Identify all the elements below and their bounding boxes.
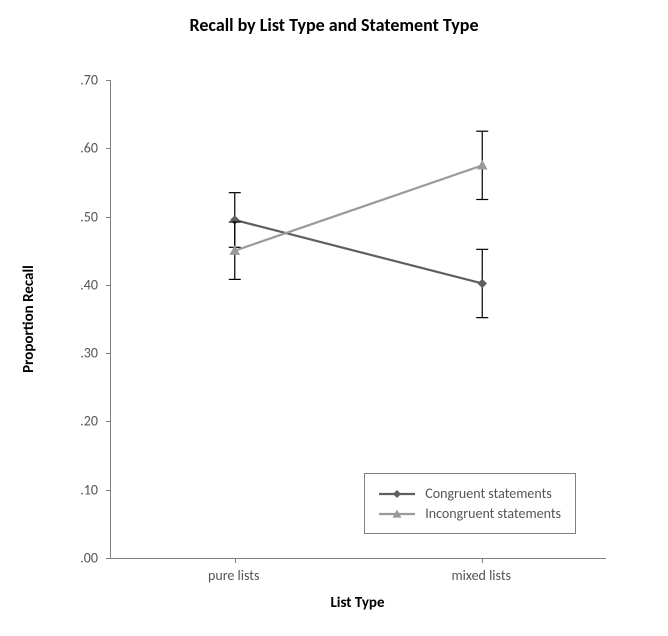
y-tick-label: .20 [80,413,98,430]
y-tick-label: .00 [80,550,98,567]
y-tick-label: .70 [80,72,98,89]
triangle-icon [379,507,415,521]
diamond-icon [379,487,415,501]
legend-label: Congruent statements [425,485,552,502]
y-tick-mark [106,285,111,286]
plot-area: Congruent statements Incongruent statemen… [110,80,606,559]
x-tick-label: pure lists [208,567,259,584]
y-tick-label: .50 [80,208,98,225]
y-tick-label: .30 [80,345,98,362]
y-tick-mark [106,353,111,354]
chart-title: Recall by List Type and Statement Type [0,14,668,36]
x-axis-title: List Type [110,594,605,612]
y-tick-label: .60 [80,140,98,157]
legend-box: Congruent statements Incongruent statemen… [364,473,576,534]
legend-entry: Congruent statements [379,485,561,502]
y-tick-label: .10 [80,481,98,498]
series-line [235,220,483,284]
y-tick-mark [106,421,111,422]
y-axis-labels: .00.10.20.30.40.50.60.70 [0,80,100,558]
chart-container: Recall by List Type and Statement Type P… [0,0,668,636]
legend-label: Incongruent statements [425,505,561,522]
y-tick-label: .40 [80,276,98,293]
y-tick-mark [106,217,111,218]
series-marker [478,279,486,287]
y-tick-mark [106,148,111,149]
y-tick-mark [106,558,111,559]
y-tick-mark [106,80,111,81]
x-axis-labels: pure lists mixed lists [110,563,605,593]
legend-entry: Incongruent statements [379,505,561,522]
series-line [235,165,483,250]
y-tick-mark [106,490,111,491]
x-tick-label: mixed lists [452,567,512,584]
series-marker [478,161,487,169]
